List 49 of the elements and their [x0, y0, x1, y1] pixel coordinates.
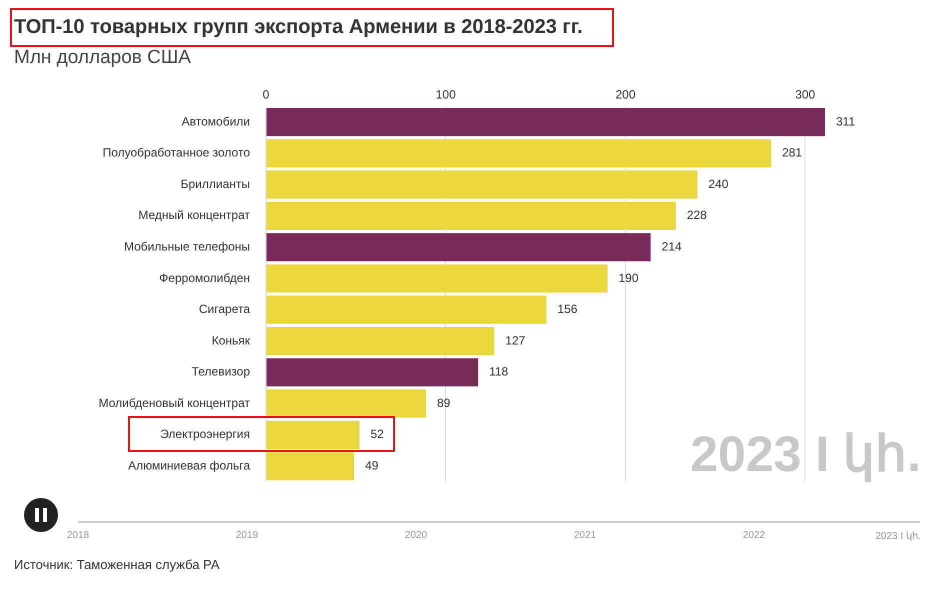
y-tick-label: Бриллианты — [180, 176, 250, 191]
y-tick-label: Коньяк — [212, 333, 251, 348]
text: Источник: Таможенная служба РА — [14, 557, 220, 572]
y-tick-label: Медный концентрат — [138, 208, 250, 222]
bar — [266, 420, 360, 449]
data-label: 118 — [489, 364, 509, 379]
bar — [266, 264, 608, 293]
y-tick-label: Электроэнергия — [160, 427, 250, 442]
chart-title: ТОП-10 товарных групп экспорта Армении в 2018-2023 гг. — [14, 16, 583, 39]
data-label: 127 — [505, 333, 526, 348]
bar — [266, 233, 651, 262]
bar — [266, 202, 676, 230]
y-tick-label: Сигарета — [198, 302, 250, 316]
x-tick-label: 100 — [436, 88, 456, 102]
text: 2022 — [742, 530, 766, 541]
y-tick-label: Алюминиевая фольга — [128, 458, 250, 472]
y-tick-label: Полуобработанное золото — [102, 146, 250, 160]
text: 2023 I կհ. — [875, 530, 921, 542]
data-label: 281 — [782, 146, 802, 160]
data-label: 89 — [436, 396, 451, 410]
text: 2018 — [66, 530, 90, 541]
data-label: 214 — [662, 239, 682, 254]
bar — [266, 326, 494, 356]
data-label: 240 — [708, 176, 729, 191]
text: 2021 — [574, 530, 596, 541]
bar — [266, 139, 772, 168]
y-tick-label: Ферромолибден — [159, 270, 250, 285]
data-label: 52 — [370, 427, 384, 442]
data-label: 228 — [686, 208, 708, 222]
y-tick-label: Телевизор — [192, 364, 250, 379]
text: Млн долларов США — [14, 47, 191, 69]
x-tick-label: 300 — [795, 88, 816, 102]
bar — [266, 452, 354, 480]
bar — [266, 170, 698, 199]
y-tick-label: Автомобили — [182, 114, 250, 128]
bar — [266, 358, 478, 386]
data-label: 311 — [836, 114, 856, 128]
y-tick-label: Мобильные телефоны — [124, 239, 250, 254]
data-label: 156 — [557, 302, 578, 316]
x-tick-label: 0 — [262, 88, 270, 102]
text: 2020 — [404, 530, 428, 541]
bar — [266, 108, 825, 136]
x-tick-label: 200 — [615, 88, 636, 102]
bar — [266, 296, 546, 324]
bar — [266, 390, 426, 418]
text: 2019 — [236, 530, 258, 541]
data-label: 190 — [618, 270, 639, 285]
y-tick-label: Молибденовый концентрат — [98, 396, 250, 410]
data-label: 49 — [365, 458, 379, 472]
